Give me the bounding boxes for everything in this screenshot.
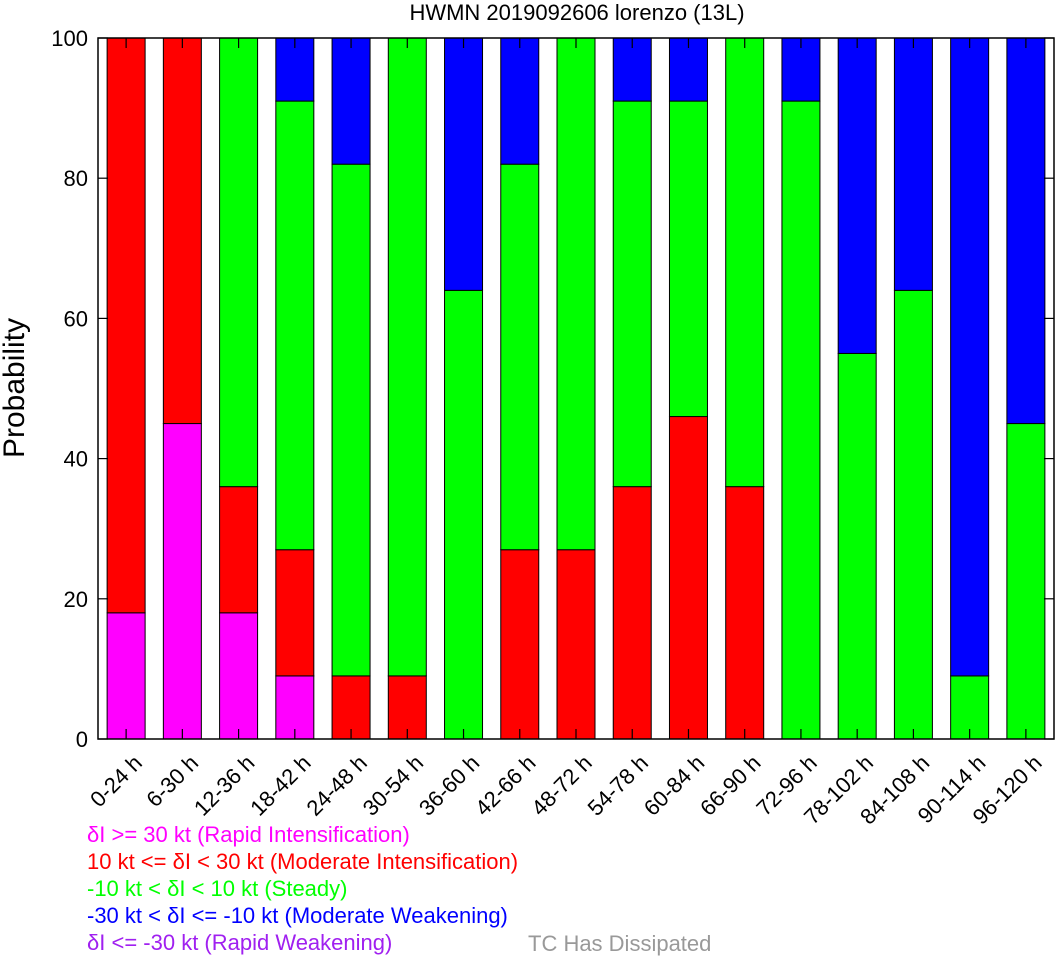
x-tick-label: 48-72 h — [526, 750, 596, 820]
bar-segment-steady-48-72h — [556, 37, 596, 551]
y-tick-label: 20 — [64, 587, 88, 612]
x-tick-label: 18-42 h — [245, 750, 315, 820]
y-tick-label: 40 — [64, 447, 88, 472]
bar-segment-mi-0-24h — [106, 37, 146, 614]
bar-segment-steady-36-60h — [444, 289, 484, 740]
x-tick-label: 24-48 h — [301, 750, 371, 820]
bar-segment-steady-90-114h — [950, 675, 990, 740]
bar-segment-mw-42-66h — [500, 37, 540, 165]
bar-segment-mi-12-36h — [219, 486, 259, 614]
bar-segment-ri-6-30h — [162, 423, 202, 740]
legend-entry: δI <= -30 kt (Rapid Weakening) — [87, 930, 393, 955]
bar-segment-steady-78-102h — [837, 352, 877, 740]
bar-segment-steady-60-84h — [668, 100, 708, 418]
bar-segment-steady-42-66h — [500, 163, 540, 551]
bar-segment-mi-30-54h — [387, 675, 427, 740]
bar-segment-mw-18-42h — [275, 37, 315, 102]
bar-segment-mw-90-114h — [950, 37, 990, 677]
bar-segment-mw-84-108h — [893, 37, 933, 291]
chart-title: HWMN 2019092606 lorenzo (13L) — [409, 0, 744, 25]
bar-segment-mw-24-48h — [331, 37, 371, 165]
legend-entry: -30 kt < δI <= -10 kt (Moderate Weakenin… — [87, 903, 508, 928]
bar-segment-mi-48-72h — [556, 549, 596, 740]
bar-segment-steady-30-54h — [387, 37, 427, 677]
bar-segment-steady-84-108h — [893, 289, 933, 740]
bar-segment-mw-72-96h — [781, 37, 821, 102]
bar-segment-mi-18-42h — [275, 549, 315, 677]
legend-entry: -10 kt < δI < 10 kt (Steady) — [87, 876, 348, 901]
bar-segment-ri-18-42h — [275, 675, 315, 740]
x-tick-label: 54-78 h — [583, 750, 653, 820]
bar-segment-mw-96-120h — [1006, 37, 1046, 425]
bar-segment-ri-12-36h — [219, 612, 259, 740]
x-tick-label: 66-90 h — [695, 750, 765, 820]
plot-frame — [97, 37, 1055, 740]
y-axis-label: Probability — [0, 318, 31, 458]
y-tick-label: 80 — [64, 166, 88, 191]
bar-segment-mw-60-84h — [668, 37, 708, 102]
y-tick-label: 60 — [64, 306, 88, 331]
x-tick-label: 42-66 h — [470, 750, 540, 820]
x-tick-label: 36-60 h — [414, 750, 484, 820]
bar-segment-mi-60-84h — [668, 416, 708, 740]
bar-segment-ri-0-24h — [106, 612, 146, 740]
dissipated-note: TC Has Dissipated — [528, 931, 712, 956]
bar-segment-mw-36-60h — [444, 37, 484, 291]
x-tick-label: 30-54 h — [358, 750, 428, 820]
bar-segment-steady-18-42h — [275, 100, 315, 551]
bar-segment-steady-54-78h — [612, 100, 652, 488]
x-tick-label: 12-36 h — [189, 750, 259, 820]
x-tick-label: 60-84 h — [639, 750, 709, 820]
legend-entry: δI >= 30 kt (Rapid Intensification) — [87, 822, 410, 847]
bar-segment-mi-66-90h — [725, 486, 765, 740]
bar-segment-steady-24-48h — [331, 163, 371, 677]
bar-segment-steady-72-96h — [781, 100, 821, 740]
bar-segment-mi-6-30h — [162, 37, 202, 425]
x-tick-label: 0-24 h — [85, 750, 147, 812]
bars-group — [106, 37, 1046, 740]
bar-segment-mw-78-102h — [837, 37, 877, 354]
y-tick-label: 0 — [76, 727, 88, 752]
bar-segment-steady-66-90h — [725, 37, 765, 488]
ticks-group: 0 20 40 60 80 100 — [51, 26, 1054, 752]
y-tick-label: 100 — [51, 26, 88, 51]
bar-segment-steady-12-36h — [219, 37, 259, 488]
bar-segment-mw-54-78h — [612, 37, 652, 102]
bar-segment-steady-96-120h — [1006, 423, 1046, 740]
bar-segment-mi-54-78h — [612, 486, 652, 740]
bar-segment-mi-42-66h — [500, 549, 540, 740]
legend-entry: 10 kt <= δI < 30 kt (Moderate Intensific… — [87, 849, 519, 874]
